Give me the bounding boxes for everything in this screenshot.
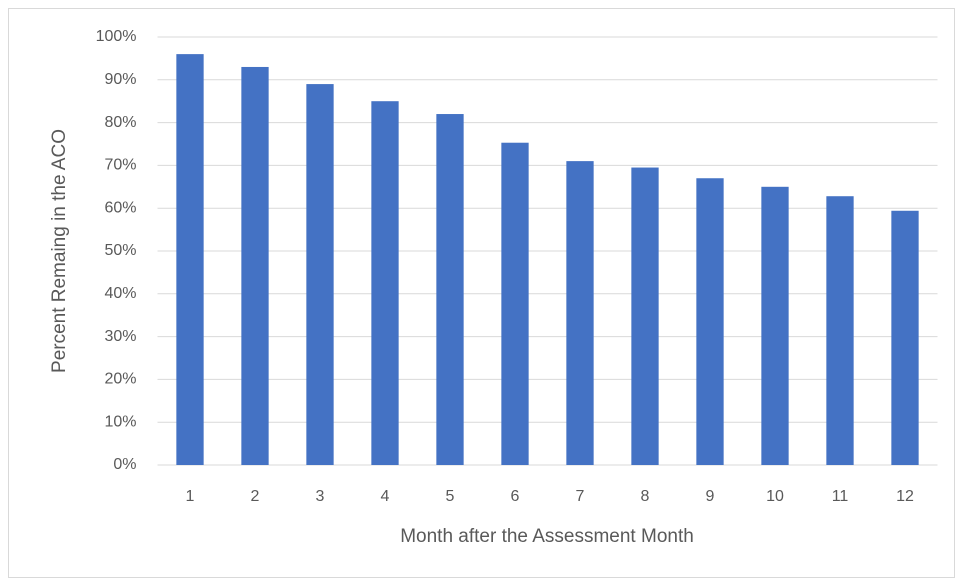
x-axis-title: Month after the Assessment Month xyxy=(400,526,694,547)
x-tick-label: 5 xyxy=(446,488,455,505)
y-axis-title: Percent Remaing in the ACO xyxy=(49,129,70,373)
bar xyxy=(176,54,204,466)
y-tick-label: 30% xyxy=(104,328,136,345)
y-tick-label: 60% xyxy=(104,199,136,216)
x-tick-label: 12 xyxy=(896,488,914,505)
x-tick-label: 2 xyxy=(251,488,260,505)
bar xyxy=(891,210,919,465)
y-tick-label: 50% xyxy=(104,242,136,259)
y-tick-label: 10% xyxy=(104,413,136,430)
y-tick-label: 70% xyxy=(104,157,136,174)
x-tick-label: 8 xyxy=(641,488,650,505)
bar xyxy=(696,178,724,466)
y-tick-label: 40% xyxy=(104,285,136,302)
x-tick-label: 3 xyxy=(316,488,325,505)
bar xyxy=(241,66,269,466)
y-tick-label: 20% xyxy=(104,371,136,388)
y-tick-label: 100% xyxy=(96,28,137,45)
bar xyxy=(371,101,399,465)
x-tick-label: 7 xyxy=(576,488,585,505)
y-tick-label: 0% xyxy=(113,456,136,473)
bar xyxy=(631,167,659,466)
bar xyxy=(761,186,789,466)
y-tick-label: 80% xyxy=(104,114,136,131)
x-tick-label: 1 xyxy=(186,488,195,505)
x-tick-label: 4 xyxy=(381,488,390,505)
x-tick-label: 10 xyxy=(766,488,784,505)
chart-border xyxy=(8,8,955,578)
bar xyxy=(566,161,594,465)
bar xyxy=(436,114,464,465)
x-tick-label: 11 xyxy=(832,488,849,505)
x-tick-label: 9 xyxy=(706,488,715,505)
bar xyxy=(306,84,334,465)
bar xyxy=(826,196,854,465)
y-tick-label: 90% xyxy=(104,71,136,88)
x-tick-label: 6 xyxy=(511,488,520,505)
bar xyxy=(501,142,529,465)
